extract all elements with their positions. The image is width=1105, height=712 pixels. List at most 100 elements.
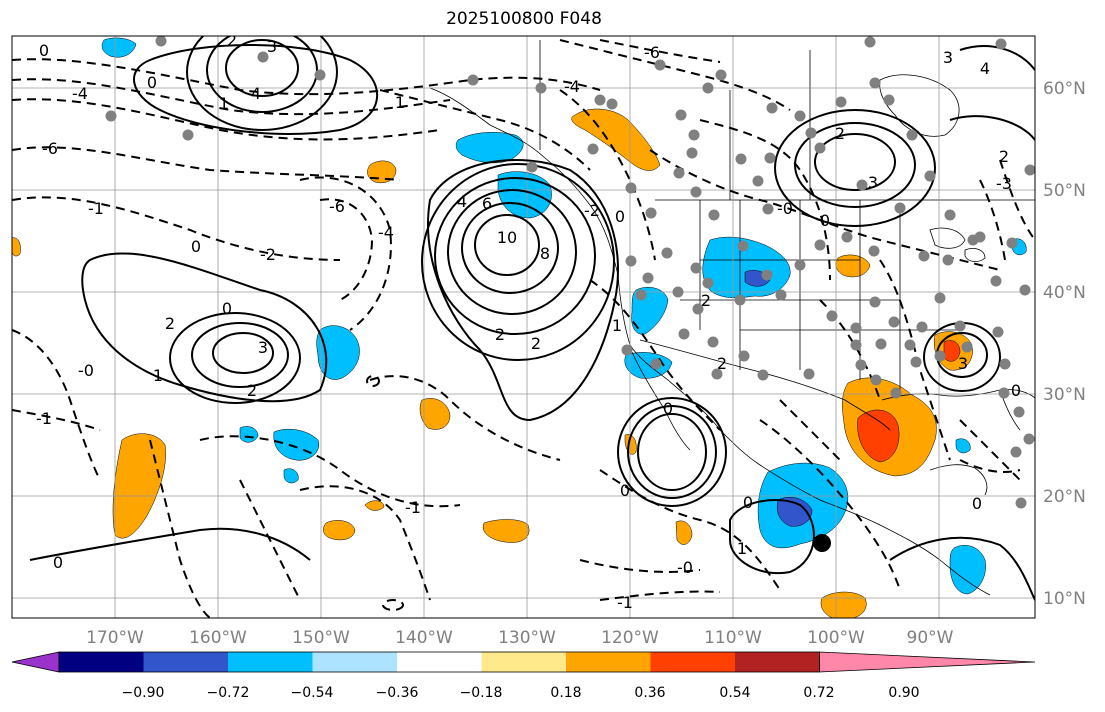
contour-label: -6 — [644, 43, 660, 62]
station-dot — [883, 94, 895, 106]
storm-center-marker — [813, 534, 831, 552]
colorbar-extend-max — [819, 651, 1036, 673]
station-dot — [855, 359, 867, 371]
station-dot — [910, 356, 922, 368]
positive-area-small-3 — [482, 519, 530, 543]
station-dot — [737, 240, 749, 252]
station-dot — [708, 209, 720, 221]
station-dot — [257, 51, 269, 63]
negative-area-gulf — [955, 438, 971, 454]
colorbar-segment — [397, 652, 482, 672]
station-dot — [606, 98, 618, 110]
contour-label: -2 — [260, 245, 276, 264]
station-dot — [707, 336, 719, 348]
station-dot — [794, 110, 806, 122]
contour-label: 0 — [743, 493, 753, 512]
station-dot — [1013, 406, 1025, 418]
station-dot — [995, 38, 1007, 50]
contour-label: -1 — [36, 409, 52, 428]
lat-label: 10°N — [1043, 589, 1086, 609]
station-dot — [869, 296, 881, 308]
contour-label: 2 — [495, 325, 505, 344]
map-frame — [11, 35, 1036, 619]
contour-label: 1 — [612, 316, 622, 335]
latitude-labels: 60°N 50°N 40°N 30°N 20°N 10°N — [1043, 79, 1086, 609]
mexico-border — [639, 339, 891, 431]
station-dot — [906, 129, 918, 141]
contour-label: 6 — [482, 194, 492, 213]
contour-label: 0 — [191, 237, 201, 256]
station-dot — [850, 322, 862, 334]
colorbar-tick-label: −0.72 — [207, 685, 250, 701]
contour-label: -0 — [777, 199, 793, 218]
contour-label: 0 — [820, 211, 830, 230]
station-dot — [1010, 446, 1022, 458]
positive-area-small-1 — [419, 398, 451, 430]
contour-label: 0 — [39, 41, 49, 60]
station-dot — [702, 82, 714, 94]
contour-label: 0 — [663, 399, 673, 418]
colorbar-segment — [59, 652, 144, 672]
contour-label: -1 — [88, 199, 104, 218]
negative-area-bc — [497, 171, 552, 219]
colorbar-segment — [481, 652, 567, 672]
negative-area-pacific-d — [283, 468, 299, 484]
station-dot — [1015, 497, 1027, 509]
lon-label: 150°W — [292, 628, 350, 648]
positive-area-small-6 — [675, 520, 693, 545]
lon-label: 130°W — [498, 628, 556, 648]
negative-area-central-america — [949, 545, 986, 595]
station-dot — [182, 129, 194, 141]
colorbar-tick-label: 0.54 — [719, 685, 750, 701]
colorbar-tick-label: −0.18 — [460, 685, 503, 701]
contour-label: 10 — [497, 228, 517, 247]
station-dot — [762, 203, 774, 215]
station-dot — [934, 350, 946, 362]
contour-label: -1 — [405, 498, 421, 517]
station-dot — [805, 127, 817, 139]
station-dot — [894, 202, 906, 214]
contour-label: 2 — [999, 147, 1009, 166]
contour-label: 8 — [540, 244, 550, 263]
contour-label: -4 — [564, 77, 580, 96]
contour-label: 1 — [219, 94, 229, 113]
lon-label: 120°W — [601, 628, 659, 648]
colorbar-segment — [143, 652, 229, 672]
map-title: 2025100800 F048 — [446, 9, 602, 29]
great-lakes — [929, 227, 986, 262]
colorbar-tick-label: 0.90 — [888, 685, 919, 701]
station-dot — [587, 143, 599, 155]
longitude-labels: 170°W 160°W 150°W 140°W 130°W 120°W 110°… — [86, 628, 954, 648]
station-dot — [467, 74, 479, 86]
station-dot — [690, 262, 702, 274]
station-dot — [826, 310, 838, 322]
colorbar — [11, 651, 1036, 673]
contour-label: 1 — [395, 93, 405, 112]
lon-label: 90°W — [907, 628, 954, 648]
baja-peninsula — [631, 351, 691, 451]
contour-high-pacific-10 — [474, 214, 540, 276]
colorbar-tick-label: −0.90 — [122, 685, 165, 701]
contour-label: 2 — [531, 334, 541, 353]
station-dot — [105, 110, 117, 122]
station-dot — [944, 209, 956, 221]
contour-label: 2 — [227, 31, 237, 50]
station-dot — [934, 292, 946, 304]
lat-label: 60°N — [1043, 79, 1086, 99]
colorbar-tick-label: 0.72 — [803, 685, 834, 701]
station-dot — [661, 247, 673, 259]
colorbar-ticks: −0.90 −0.72 −0.54 −0.36 −0.18 0.18 0.36 … — [122, 685, 920, 701]
station-dot — [841, 231, 853, 243]
station-dot — [875, 338, 887, 350]
positive-area-southeast-core — [943, 340, 961, 362]
station-dot — [1006, 237, 1018, 249]
colorbar-tick-label: −0.54 — [291, 685, 334, 701]
station-dot — [775, 289, 787, 301]
contour-label: 4 — [251, 84, 261, 103]
contour-label: -4 — [72, 84, 88, 103]
station-dot — [314, 69, 326, 81]
lat-label: 40°N — [1043, 283, 1086, 303]
lon-label: 110°W — [704, 628, 762, 648]
contour-low-mexico — [637, 413, 707, 491]
station-dot — [954, 320, 966, 332]
